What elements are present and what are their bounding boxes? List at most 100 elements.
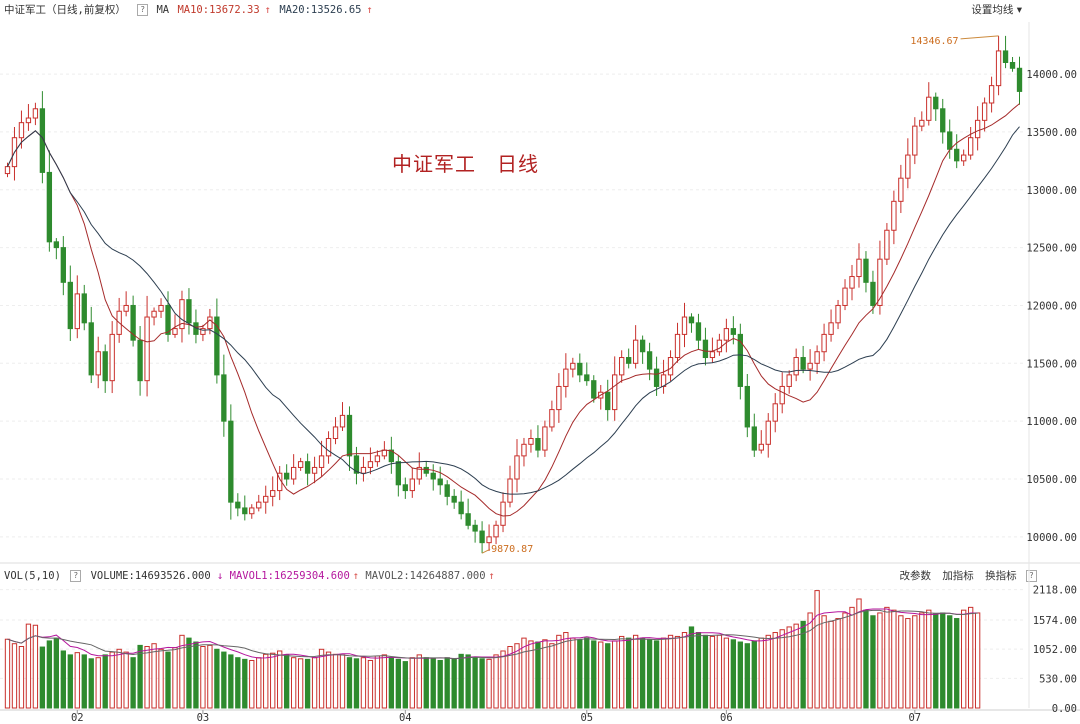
volume-bar	[472, 657, 478, 709]
volume-bar	[297, 658, 304, 709]
volume-bar	[974, 612, 981, 709]
volume-bar	[632, 634, 639, 709]
volume-bar	[584, 637, 590, 709]
volume-bar	[577, 639, 583, 709]
price-tick-label: 14000.00	[1026, 69, 1077, 81]
volume-bar	[779, 629, 785, 709]
volume-bar	[360, 657, 367, 709]
mavol1-value: MAVOL1:16259304.600	[229, 570, 350, 582]
candle-body	[158, 304, 164, 312]
candle-body	[772, 403, 778, 422]
volume-bar	[388, 657, 395, 709]
volume-bar	[4, 638, 11, 709]
volume-bar	[311, 657, 318, 709]
candle-body	[242, 507, 248, 515]
volume-bar	[549, 643, 555, 709]
candle-body	[625, 357, 632, 364]
volume-bar	[109, 651, 115, 709]
volume-bar	[905, 618, 911, 709]
candle-body	[605, 391, 611, 411]
vol-help-icon[interactable]: ?	[70, 570, 82, 582]
volume-bar	[263, 653, 269, 709]
candle-body	[807, 362, 813, 370]
candle-body	[144, 316, 150, 382]
candle-body	[619, 357, 625, 376]
candle-body	[940, 108, 946, 133]
candle-body	[612, 374, 618, 411]
candle-body	[821, 333, 827, 353]
volume-bar	[849, 606, 855, 709]
candle-body	[32, 108, 39, 119]
candle-body	[270, 490, 276, 497]
volume-bar	[800, 620, 806, 709]
volume-bar	[535, 641, 541, 709]
ma20-line	[7, 126, 1020, 495]
price-tick-label: 11500.00	[1026, 358, 1077, 370]
candle-body	[646, 351, 653, 370]
mavol1-down-arrow-icon: ↓	[217, 570, 224, 582]
candle-body	[577, 362, 583, 376]
candle-body	[542, 426, 548, 451]
candle-body	[898, 177, 904, 202]
candle-body	[570, 362, 576, 370]
tools-help-icon[interactable]: ?	[1026, 570, 1037, 582]
candle-body	[1009, 61, 1016, 69]
volume-tick-label: 1052.00	[1033, 644, 1077, 656]
candle-body	[39, 108, 46, 173]
candle-body	[318, 455, 325, 468]
candle-body	[423, 466, 429, 474]
volume-bar	[228, 654, 234, 709]
high-annotation: 14346.67	[910, 36, 958, 47]
volume-bar	[465, 654, 471, 709]
candle-body	[325, 438, 332, 457]
volume-bar	[18, 646, 25, 709]
volume-bar	[702, 634, 709, 709]
candle-body	[912, 125, 918, 156]
candle-body	[409, 478, 415, 492]
candle-body	[451, 495, 457, 503]
candle-body	[172, 328, 178, 335]
candle-body	[263, 495, 269, 503]
index-label: 中证军工（日线,前复权）	[4, 4, 126, 16]
candle-body	[828, 322, 834, 335]
candle-body	[207, 316, 213, 330]
set-ma-button[interactable]: 设置均线 ▾	[971, 4, 1022, 16]
volume-bar	[67, 654, 73, 709]
volume-bar	[814, 590, 820, 709]
volume-bar	[367, 659, 374, 709]
price-panel-header: 中证军工（日线,前复权） ? MA MA10:13672.33 ↑ MA20:13…	[4, 2, 375, 18]
volume-bar	[53, 637, 60, 709]
price-tick-label: 12000.00	[1026, 300, 1077, 312]
volume-bar	[856, 598, 862, 709]
mavol2-up-arrow-icon: ↑	[488, 570, 495, 582]
candle-body	[402, 484, 408, 492]
volume-bar	[158, 648, 164, 709]
candle-body	[884, 229, 890, 260]
candle-body	[591, 380, 597, 399]
change-params-button[interactable]: 改参数	[899, 570, 931, 582]
volume-bar	[81, 654, 87, 709]
chart-watermark: 中证军工 日线	[392, 152, 539, 176]
help-icon[interactable]: ?	[137, 4, 149, 16]
volume-bar	[667, 634, 674, 709]
candle-body	[493, 524, 499, 538]
volume-tick-label: 1574.00	[1033, 615, 1077, 627]
candle-body	[786, 374, 792, 387]
candle-body	[221, 374, 227, 422]
add-indicator-button[interactable]: 加指标	[942, 570, 974, 582]
volume-bar	[102, 654, 108, 709]
volume-bar	[765, 634, 771, 709]
switch-indicator-button[interactable]: 换指标	[985, 570, 1017, 582]
volume-tick-label: 530.00	[1039, 673, 1077, 685]
volume-bar	[60, 650, 66, 709]
candle-body	[954, 148, 960, 162]
price-tick-label: 13000.00	[1026, 185, 1077, 197]
candle-body	[500, 501, 506, 526]
candle-body	[988, 85, 995, 104]
candle-body	[584, 374, 590, 382]
candle-body	[723, 328, 730, 341]
candle-body	[709, 351, 716, 359]
volume-bar	[437, 659, 443, 709]
volume-bar	[214, 648, 220, 709]
